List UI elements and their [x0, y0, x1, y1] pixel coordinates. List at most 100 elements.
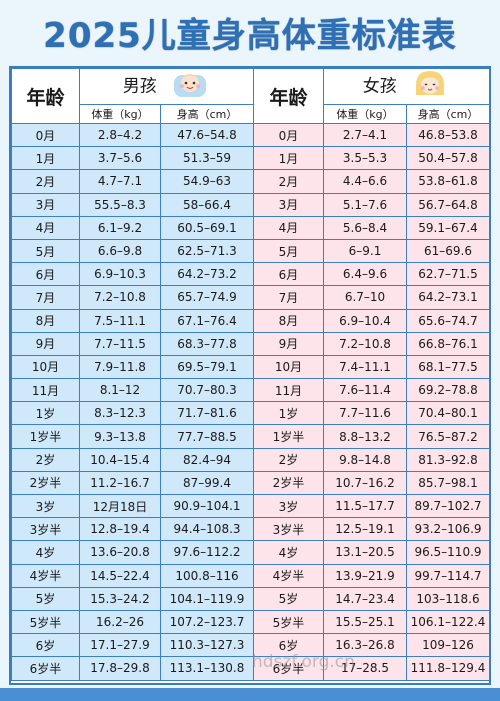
- growth-table-container: 年龄 男孩: [9, 66, 491, 685]
- boy-age-cell: 4月: [11, 215, 80, 240]
- girl-age-cell: 5岁: [253, 586, 324, 611]
- table-row: 11月 8.1–12 70.7–80.3 11月 7.6–11.4 69.2–78.8: [11, 378, 490, 403]
- girl-age-cell: 9月: [253, 331, 324, 356]
- girl-weight-cell: 8.8–13.2: [323, 424, 407, 449]
- boy-weight-cell: 9.3–13.8: [79, 424, 161, 449]
- boy-age-cell: 2月: [11, 169, 80, 194]
- boy-weight-cell: 55.5–8.3: [79, 192, 161, 217]
- boy-height-cell: 68.3–77.8: [160, 331, 254, 356]
- girl-age-cell: 8月: [253, 308, 324, 333]
- girl-weight-cell: 10.7–16.2: [323, 470, 407, 496]
- girl-age-cell: 10月: [253, 354, 324, 380]
- girl-age-cell: 3岁: [253, 493, 324, 519]
- table-body: 0月 2.8–4.2 47.6–54.8 0月 2.7–4.1 46.8–53.8 1月 3.…: [11, 122, 490, 681]
- boy-height-cell: 110.3–127.3: [160, 633, 254, 658]
- girl-height-header: 身高（cm）: [406, 104, 490, 124]
- boy-age-cell: 10月: [11, 354, 80, 380]
- girl-height-cell: 96.5–110.9: [406, 540, 490, 565]
- boy-age-cell: 4岁半: [11, 563, 80, 588]
- girl-weight-cell: 15.5–25.1: [323, 609, 407, 635]
- table-row: 2岁 10.4–15.4 82.4–94 2岁 9.8–14.8 81.3–92.8: [11, 447, 490, 472]
- girl-height-cell: 69.2–78.8: [406, 378, 490, 403]
- girl-weight-cell: 14.7–23.4: [323, 586, 407, 611]
- boy-weight-cell: 12.8–19.4: [79, 517, 161, 542]
- boy-age-cell: 2岁: [11, 447, 80, 472]
- girl-weight-cell: 12.5–19.1: [323, 517, 407, 542]
- boy-age-cell: 5岁: [11, 586, 80, 611]
- boy-age-cell: 1岁半: [11, 424, 80, 449]
- boy-face-icon: [170, 70, 210, 104]
- boy-height-cell: 77.7–88.5: [160, 424, 254, 449]
- girl-age-cell: 7月: [253, 285, 324, 310]
- boy-weight-cell: 3.7–5.6: [79, 146, 161, 171]
- boy-weight-header: 体重（kg）: [79, 104, 161, 124]
- table-row: 5月 6.6–9.8 62.5–71.3 5月 6–9.1 61–69.6: [11, 238, 490, 264]
- boy-label: 男孩: [122, 76, 157, 97]
- boy-height-cell: 107.2–123.7: [160, 609, 254, 635]
- boy-weight-cell: 6.9–10.3: [79, 262, 161, 287]
- boy-height-cell: 47.6–54.8: [160, 122, 254, 148]
- girl-weight-cell: 13.9–21.9: [323, 563, 407, 588]
- boy-height-cell: 70.7–80.3: [160, 378, 254, 403]
- girl-height-cell: 81.3–92.8: [406, 447, 490, 472]
- girl-height-cell: 68.1–77.5: [406, 354, 490, 380]
- girl-weight-cell: 6–9.1: [323, 238, 407, 264]
- boy-age-cell: 6岁: [11, 633, 80, 658]
- boy-height-cell: 113.1–130.8: [160, 656, 254, 681]
- girl-age-cell: 2岁: [253, 447, 324, 472]
- girl-weight-cell: 7.6–11.4: [323, 378, 407, 403]
- boy-age-cell: 9月: [11, 331, 80, 356]
- boy-weight-cell: 6.6–9.8: [79, 238, 161, 264]
- girl-age-cell: 5月: [253, 238, 324, 264]
- table-row: 1岁半 9.3–13.8 77.7–88.5 1岁半 8.8–13.2 76.5–87.2: [11, 424, 490, 449]
- boy-age-cell: 0月: [11, 122, 80, 148]
- boy-weight-cell: 7.2–10.8: [79, 285, 161, 310]
- boy-weight-cell: 14.5–22.4: [79, 563, 161, 588]
- boy-height-cell: 69.5–79.1: [160, 354, 254, 380]
- girl-age-cell: 1岁半: [253, 424, 324, 449]
- table-row: 4月 6.1–9.2 60.5–69.1 4月 5.6–8.4 59.1–67.4: [11, 215, 490, 240]
- girl-weight-cell: 13.1–20.5: [323, 540, 407, 565]
- boy-weight-cell: 2.8–4.2: [79, 122, 161, 148]
- girl-height-cell: 56.7–64.8: [406, 192, 490, 217]
- girl-weight-cell: 5.1–7.6: [323, 192, 407, 217]
- boy-age-cell: 6岁半: [11, 656, 80, 681]
- boy-weight-cell: 6.1–9.2: [79, 215, 161, 240]
- boy-weight-cell: 4.7–7.1: [79, 169, 161, 194]
- boy-age-cell: 3岁半: [11, 517, 80, 542]
- boy-age-cell: 2岁半: [11, 470, 80, 496]
- boy-height-cell: 58–66.4: [160, 192, 254, 217]
- table-row: 0月 2.8–4.2 47.6–54.8 0月 2.7–4.1 46.8–53.8: [11, 122, 490, 148]
- boy-height-cell: 104.1–119.9: [160, 586, 254, 611]
- table-row: 7月 7.2–10.8 65.7–74.9 7月 6.7–10 64.2–73.1: [11, 285, 490, 310]
- girl-height-cell: 59.1–67.4: [406, 215, 490, 240]
- girl-face-icon: [410, 70, 450, 104]
- table-row: 3岁 12月18日 90.9–104.1 3岁 11.5–17.7 89.7–102.7: [11, 493, 490, 519]
- boy-weight-cell: 16.2–26: [79, 609, 161, 635]
- girl-height-cell: 64.2–73.1: [406, 285, 490, 310]
- boy-height-cell: 71.7–81.6: [160, 401, 254, 426]
- boy-height-cell: 64.2–73.2: [160, 262, 254, 287]
- girl-height-cell: 46.8–53.8: [406, 122, 490, 148]
- girl-height-cell: 62.7–71.5: [406, 262, 490, 287]
- table-row: 1月 3.7–5.6 51.3–59 1月 3.5–5.3 50.4–57.8: [11, 146, 490, 171]
- boy-age-cell: 6月: [11, 262, 80, 287]
- girl-age-cell: 11月: [253, 378, 324, 403]
- table-row: 5岁半 16.2–26 107.2–123.7 5岁半 15.5–25.1 106.1–1…: [11, 609, 490, 635]
- girl-height-cell: 50.4–57.8: [406, 146, 490, 171]
- table-row: 4岁半 14.5–22.4 100.8–116 4岁半 13.9–21.9 99.7–11…: [11, 563, 490, 588]
- girl-height-cell: 93.2–106.9: [406, 517, 490, 542]
- boy-height-cell: 65.7–74.9: [160, 285, 254, 310]
- girl-height-cell: 66.8–76.1: [406, 331, 490, 356]
- page-title: 2025儿童身高体重标准表: [43, 15, 457, 56]
- girl-weight-cell: 17–28.5: [323, 656, 407, 681]
- girl-height-cell: 111.8–129.4: [406, 656, 490, 681]
- boy-weight-cell: 10.4–15.4: [79, 447, 161, 472]
- girl-height-cell: 76.5–87.2: [406, 424, 490, 449]
- girl-height-cell: 106.1–122.4: [406, 609, 490, 635]
- table-row: 6岁 17.1–27.9 110.3–127.3 6岁 16.3–26.8 109–126: [11, 633, 490, 658]
- boy-height-cell: 82.4–94: [160, 447, 254, 472]
- boy-weight-cell: 8.1–12: [79, 378, 161, 403]
- girl-height-cell: 70.4–80.1: [406, 401, 490, 426]
- girl-weight-cell: 2.7–4.1: [323, 122, 407, 148]
